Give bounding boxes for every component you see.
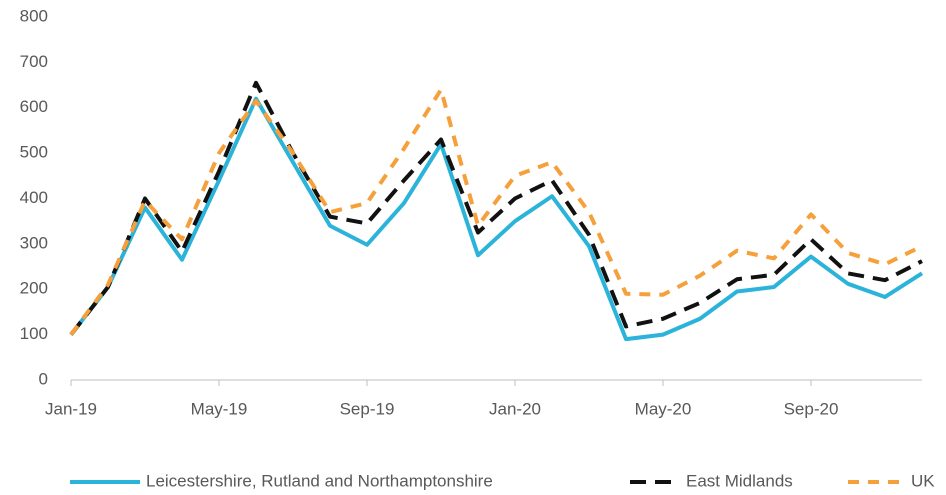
line-series [69, 96, 924, 342]
line-series [69, 87, 923, 336]
y-tick-label: 0 [39, 369, 48, 388]
y-tick-label: 400 [20, 188, 48, 207]
y-tick-label: 300 [20, 233, 48, 252]
x-tick-label: Jan-19 [45, 399, 97, 418]
legend-label: Leicestershire, Rutland and Northamptons… [146, 471, 493, 490]
x-tick-label: May-20 [635, 399, 692, 418]
y-tick-label: 100 [20, 324, 48, 343]
legend-label: UK [911, 471, 935, 490]
x-tick-label: May-19 [191, 399, 248, 418]
x-tick-label: Sep-20 [784, 399, 839, 418]
y-tick-label: 200 [20, 279, 48, 298]
legend-label: East Midlands [686, 471, 793, 490]
y-tick-label: 800 [20, 6, 48, 25]
x-tick-label: Sep-19 [340, 399, 395, 418]
line-series [69, 80, 923, 336]
x-tick-label: Jan-20 [489, 399, 541, 418]
y-tick-label: 700 [20, 52, 48, 71]
y-tick-label: 500 [20, 143, 48, 162]
y-tick-label: 600 [20, 97, 48, 116]
